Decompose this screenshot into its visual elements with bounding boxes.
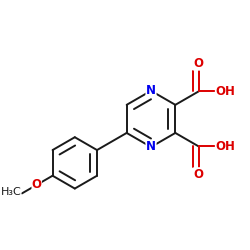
Text: OH: OH	[215, 140, 235, 153]
Text: H₃C: H₃C	[0, 187, 21, 197]
Text: O: O	[194, 57, 204, 70]
Text: N: N	[146, 140, 156, 153]
Text: O: O	[194, 168, 204, 180]
Text: N: N	[146, 84, 156, 97]
Text: O: O	[32, 178, 42, 192]
Text: OH: OH	[215, 85, 235, 98]
